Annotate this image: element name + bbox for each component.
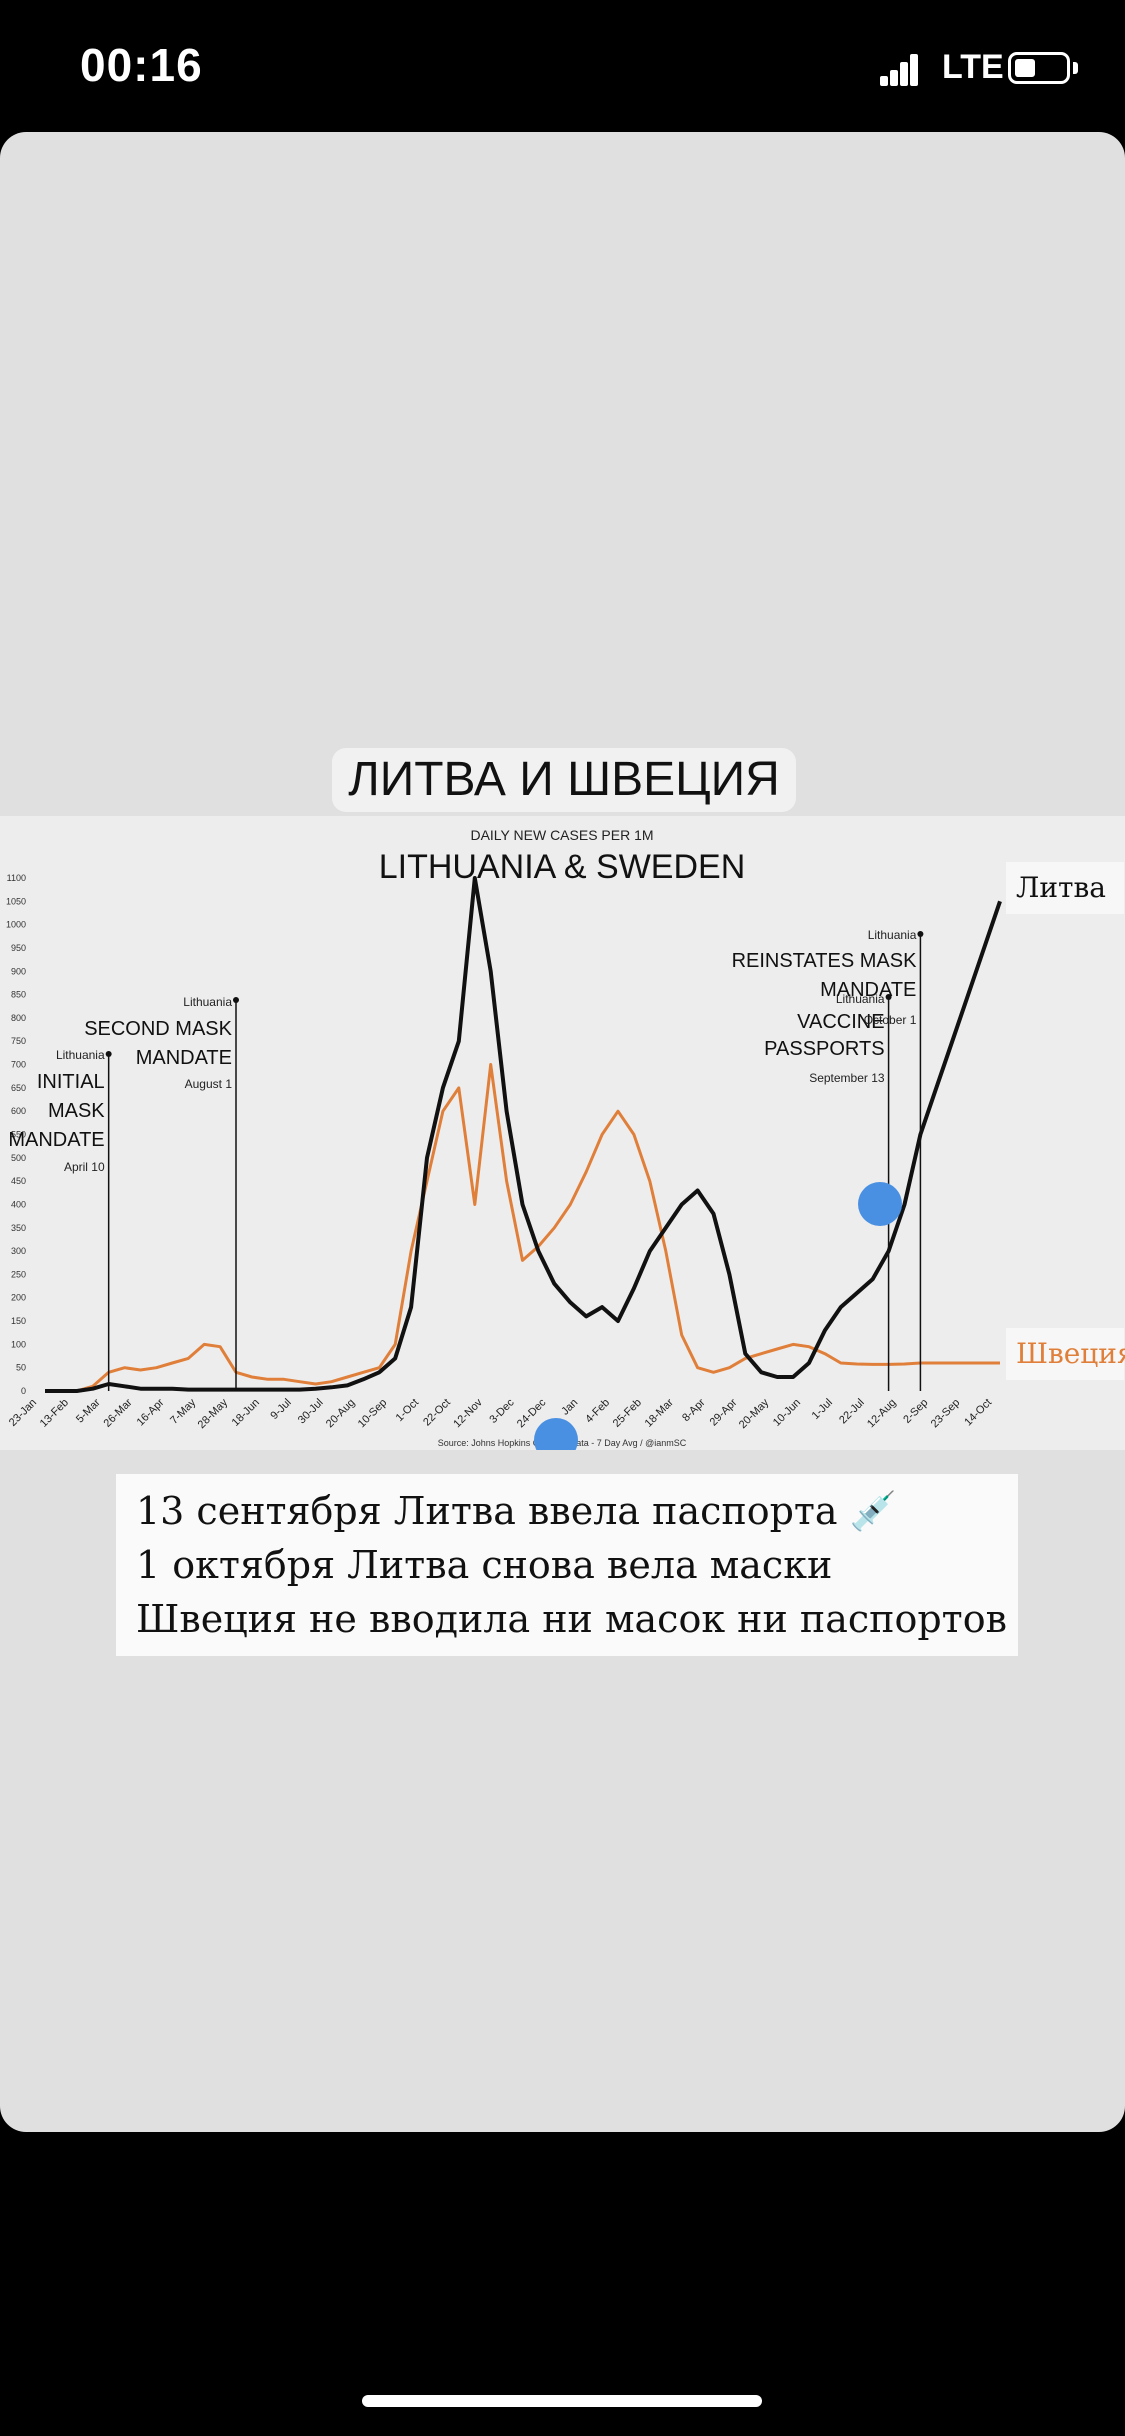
y-tick-label: 500 — [11, 1153, 26, 1163]
y-tick-label: 150 — [11, 1316, 26, 1326]
annotation-dot — [917, 931, 924, 937]
x-tick-label: 18-Jun — [230, 1397, 262, 1429]
series-line-sweden — [45, 1063, 1000, 1393]
annotation-label: SECOND MASK — [84, 1018, 232, 1040]
x-tick-label: 9-Jul — [268, 1397, 293, 1422]
y-tick-label: 200 — [11, 1293, 26, 1303]
touch-marker — [534, 1418, 578, 1450]
x-tick-label: 2-Sep — [901, 1397, 930, 1426]
annotation-date: October 1 — [864, 1013, 917, 1027]
y-tick-label: 700 — [11, 1060, 26, 1070]
home-indicator[interactable] — [362, 2395, 762, 2407]
touch-marker — [858, 1182, 902, 1226]
y-tick-label: 100 — [11, 1339, 26, 1349]
x-tick-label: 29-Apr — [708, 1396, 740, 1428]
series-label-bg — [1006, 1328, 1124, 1380]
x-tick-label: Jan — [559, 1397, 580, 1418]
annotation-dot — [885, 994, 892, 1000]
x-tick-label: 28-May — [196, 1396, 231, 1431]
y-tick-label: 450 — [11, 1176, 26, 1186]
x-tick-label: 5-Mar — [74, 1396, 103, 1425]
x-tick-label: 26-Mar — [101, 1396, 134, 1429]
x-tick-label: 22-Oct — [421, 1397, 453, 1429]
y-tick-label: 1000 — [6, 920, 26, 930]
y-tick-label: 400 — [11, 1199, 26, 1209]
annotation-region: Lithuania — [868, 928, 917, 942]
annotation-label: MASK — [48, 1100, 105, 1122]
y-tick-label: 550 — [11, 1130, 26, 1140]
network-type: LTE — [942, 48, 1004, 86]
annotation-date: August 1 — [185, 1077, 233, 1091]
caption-line: Швеция не вводила ни масок ни паспортов — [136, 1597, 1007, 1641]
y-tick-label: 50 — [16, 1363, 26, 1373]
cases-line-chart: DAILY NEW CASES PER 1M LITHUANIA & SWEDE… — [6, 827, 1125, 1450]
y-tick-label: 900 — [11, 966, 26, 976]
annotation-label: REINSTATES MASK — [732, 950, 918, 972]
x-tick-label: 12-Aug — [865, 1397, 899, 1431]
x-tick-label: 16-Apr — [135, 1396, 167, 1428]
annotation-region: Lithuania — [836, 992, 885, 1006]
y-tick-label: 800 — [11, 1013, 26, 1023]
battery-icon — [1008, 52, 1070, 84]
series-label-lithuania: Литва — [1016, 871, 1106, 904]
series-line-lithuania — [45, 876, 1002, 1393]
x-tick-label: 4-Feb — [583, 1397, 612, 1426]
y-tick-label: 650 — [11, 1083, 26, 1093]
annotation-region: Lithuania — [183, 995, 232, 1009]
status-time: 00:16 — [80, 39, 203, 91]
x-tick-label: 3-Dec — [487, 1396, 517, 1426]
chart-panel: DAILY NEW CASES PER 1M LITHUANIA & SWEDE… — [0, 816, 1125, 1450]
annotation-date: April 10 — [64, 1160, 105, 1174]
x-tick-label: 23-Sep — [929, 1397, 963, 1431]
y-tick-label: 850 — [11, 990, 26, 1000]
battery-tip — [1073, 62, 1078, 74]
x-tick-label: 25-Feb — [611, 1397, 644, 1430]
x-tick-label: 20-May — [737, 1396, 772, 1431]
x-tick-label: 13-Feb — [38, 1397, 71, 1430]
annotation-dot — [233, 997, 239, 1003]
x-tick-label: 14-Oct — [962, 1397, 994, 1429]
story-card[interactable]: ЛИТВА И ШВЕЦИЯ DAILY NEW CASES PER 1M LI… — [0, 132, 1125, 2132]
series-label-bg — [1006, 862, 1124, 914]
chart-subtitle: DAILY NEW CASES PER 1M — [470, 827, 653, 843]
annotation-label: PASSPORTS — [764, 1038, 884, 1060]
cellular-signal-icon — [880, 52, 920, 86]
y-tick-label: 250 — [11, 1269, 26, 1279]
caption-line: 1 октября Литва снова вела маски — [136, 1543, 833, 1587]
x-tick-label: 18-Mar — [643, 1396, 676, 1429]
chart-title: LITHUANIA & SWEDEN — [379, 848, 746, 886]
story-headline: ЛИТВА И ШВЕЦИЯ — [332, 748, 796, 812]
y-tick-label: 1050 — [6, 896, 26, 906]
series-label-sweden: Швеция — [1016, 1337, 1125, 1370]
x-tick-label: 12-Nov — [451, 1396, 485, 1430]
annotation-label: MANDATE — [820, 979, 916, 1001]
annotation-label: MANDATE — [8, 1129, 104, 1151]
annotation-region: Lithuania — [56, 1048, 105, 1062]
y-tick-label: 0 — [21, 1386, 26, 1396]
x-tick-label: 1-Oct — [394, 1397, 422, 1425]
x-tick-label: 10-Sep — [356, 1397, 390, 1431]
annotation-dot — [105, 1051, 112, 1057]
x-tick-label: 20-Aug — [324, 1397, 358, 1431]
y-tick-label: 950 — [11, 943, 26, 953]
y-tick-label: 350 — [11, 1223, 26, 1233]
y-tick-label: 600 — [11, 1106, 26, 1116]
x-tick-label: 7-May — [168, 1396, 198, 1426]
annotation-date: September 13 — [809, 1071, 885, 1085]
x-tick-label: 1-Jul — [810, 1397, 835, 1422]
status-bar: 00:16 LTE — [0, 0, 1125, 132]
x-tick-label: 10-Jun — [771, 1397, 803, 1429]
y-tick-label: 750 — [11, 1036, 26, 1046]
x-tick-label: 22-Jul — [837, 1397, 867, 1427]
annotation-label: INITIAL — [37, 1071, 105, 1093]
caption-box: 13 сентября Литва ввела паспорта 💉 1 окт… — [116, 1474, 1018, 1656]
annotation-label: VACCINE — [797, 1011, 884, 1033]
y-tick-label: 300 — [11, 1246, 26, 1256]
x-tick-label: 8-Apr — [680, 1396, 708, 1424]
x-tick-label: 23-Jan — [7, 1397, 39, 1429]
y-tick-label: 1100 — [7, 873, 26, 883]
caption-line: 13 сентября Литва ввела паспорта 💉 — [136, 1489, 897, 1533]
annotation-label: MANDATE — [136, 1047, 232, 1069]
x-tick-label: 30-Jul — [296, 1397, 326, 1427]
